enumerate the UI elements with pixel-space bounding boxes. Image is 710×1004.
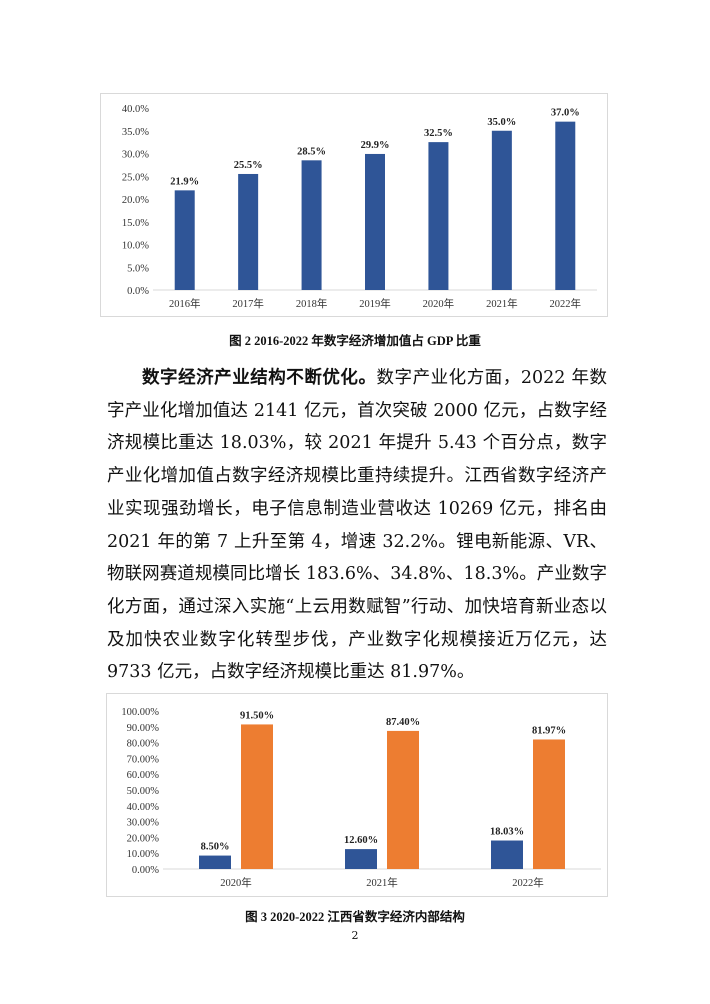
y-tick-label: 0.0% xyxy=(127,286,149,297)
data-label: 87.40% xyxy=(386,717,420,728)
data-label: 21.9% xyxy=(170,176,199,187)
paragraph-lead: 数字经济产业结构不断优化。 xyxy=(142,368,377,388)
chart-internal-structure-svg: 0.00% 10.00% 20.00% 30.00% 40.00% 50.00% 60.00… xyxy=(121,707,601,889)
data-label: 25.5% xyxy=(234,160,263,171)
page-number: 2 xyxy=(351,929,359,943)
y-tick-label: 30.0% xyxy=(122,150,149,161)
y-tick-label: 40.00% xyxy=(127,802,160,813)
bar xyxy=(428,142,449,290)
y-tick-label: 10.00% xyxy=(127,849,160,860)
chart-gdp-share-svg: 0.0% 5.0% 10.0% 15.0% 20.0% 25.0% 30.0% 35.0% 40… xyxy=(122,104,597,310)
data-label: 81.97% xyxy=(532,726,566,737)
x-tick-label: 2021年 xyxy=(366,876,398,889)
x-tick-label: 2020年 xyxy=(220,876,252,889)
page-flow: 数字经济产业结构不断优化。数字产业化方面，2022 年数字产业化增加值达 214… xyxy=(0,362,710,943)
bar xyxy=(345,849,377,870)
y-tick-label: 15.0% xyxy=(122,218,149,229)
data-label: 37.0% xyxy=(551,108,580,119)
data-label: 91.50% xyxy=(240,710,274,721)
y-tick-label: 70.00% xyxy=(127,754,160,765)
bar xyxy=(491,840,523,870)
y-tick-label: 50.00% xyxy=(127,786,160,797)
y-tick-label: 30.00% xyxy=(127,818,160,829)
bar xyxy=(241,724,273,870)
body-paragraph: 数字经济产业结构不断优化。数字产业化方面，2022 年数字产业化增加值达 214… xyxy=(107,362,607,689)
bar xyxy=(365,153,385,290)
y-tick-label: 5.0% xyxy=(127,263,149,274)
chart-gdp-share: 0.0% 5.0% 10.0% 15.0% 20.0% 25.0% 30.0% 35.0% 40… xyxy=(100,93,608,317)
y-tick-label: 20.0% xyxy=(122,195,149,206)
data-label: 32.5% xyxy=(424,128,453,139)
x-tick-label: 2021年 xyxy=(486,297,518,310)
x-tick-label: 2016年 xyxy=(169,297,201,310)
data-label: 29.9% xyxy=(361,140,390,151)
x-tick-label: 2022年 xyxy=(512,876,544,889)
bar xyxy=(555,121,576,291)
bar xyxy=(533,739,565,870)
bar xyxy=(387,730,419,870)
x-tick-label: 2018年 xyxy=(296,297,328,310)
x-tick-label: 2017年 xyxy=(232,297,264,310)
chart-internal-structure: 0.00% 10.00% 20.00% 30.00% 40.00% 50.00% 60.00… xyxy=(106,693,608,898)
x-tick-label: 2020年 xyxy=(423,297,455,310)
data-label: 18.03% xyxy=(490,827,524,838)
x-tick-label: 2022年 xyxy=(550,297,582,310)
paragraph-text: 数字产业化方面，2022 年数字产业化增加值达 2141 亿元，首次突破 200… xyxy=(107,368,608,683)
y-tick-label: 60.00% xyxy=(127,770,160,781)
data-label: 12.60% xyxy=(344,835,378,846)
data-label: 35.0% xyxy=(487,117,516,128)
x-tick-label: 2019年 xyxy=(359,297,391,310)
figure-2-caption: 图 2 2016-2022 年数字经济增加值占 GDP 比重 xyxy=(229,334,481,348)
y-tick-label: 35.0% xyxy=(122,127,149,138)
data-label: 28.5% xyxy=(297,146,326,157)
y-tick-label: 25.0% xyxy=(122,172,149,183)
y-tick-label: 0.00% xyxy=(132,865,159,876)
figure-3-caption: 图 3 2020-2022 江西省数字经济内部结构 xyxy=(245,910,465,925)
y-tick-label: 20.00% xyxy=(127,833,160,844)
y-tick-label: 10.0% xyxy=(122,241,149,252)
y-tick-label: 90.00% xyxy=(127,723,160,734)
y-tick-label: 80.00% xyxy=(127,739,160,750)
bar xyxy=(301,160,322,290)
data-label: 8.50% xyxy=(201,842,230,853)
y-tick-label: 100.00% xyxy=(121,707,159,718)
bar xyxy=(238,173,259,290)
y-tick-label: 40.0% xyxy=(122,104,149,115)
bar xyxy=(199,855,231,870)
bar xyxy=(491,130,512,290)
bar xyxy=(174,190,195,290)
